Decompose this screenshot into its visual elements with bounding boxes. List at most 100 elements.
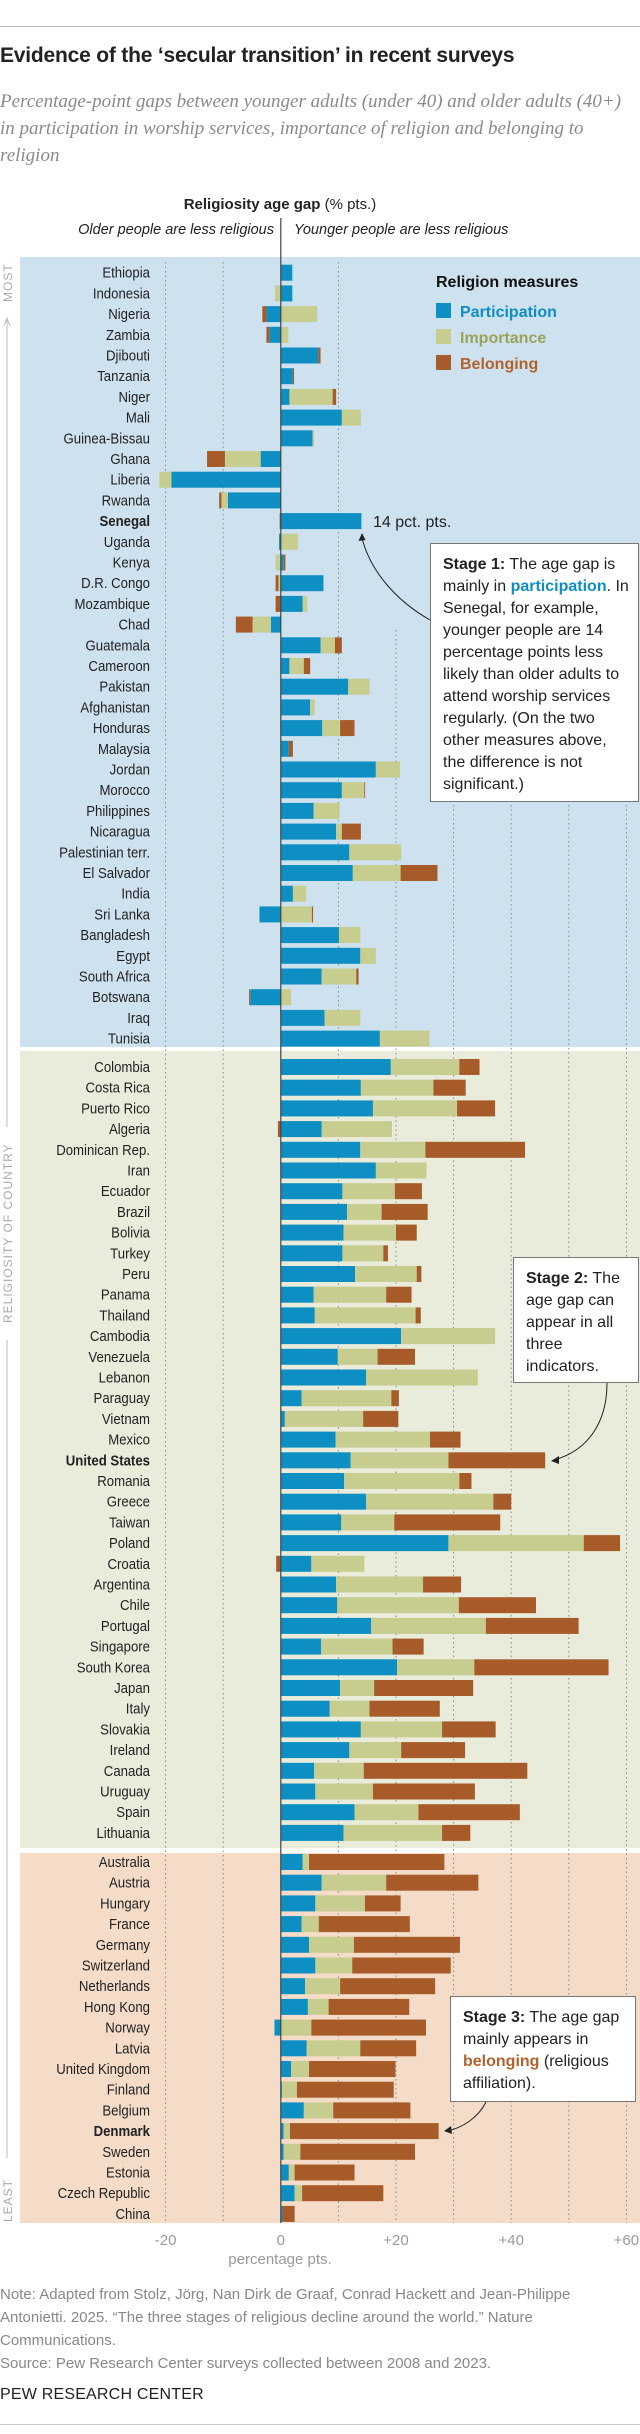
bar-belonging-mexico <box>429 1431 461 1448</box>
country-label: Japan <box>114 1679 150 1696</box>
bar-participation-paraguay <box>280 1390 302 1407</box>
bar-belonging-hungary <box>364 1895 401 1912</box>
bar-participation-palestinian-terr- <box>280 844 350 861</box>
bar-belonging-taiwan <box>394 1514 501 1531</box>
bar-importance-india <box>292 885 307 902</box>
bar-participation-estonia <box>280 2164 289 2181</box>
bar-importance-nicaragua <box>336 823 342 840</box>
stage2-text: The age gap can appear in all three indi… <box>526 1270 620 1375</box>
country-label: Croatia <box>108 1555 151 1572</box>
bar-importance-latvia <box>306 2040 361 2057</box>
country-label: Austria <box>109 1874 150 1891</box>
country-label: Honduras <box>93 719 150 736</box>
country-label: Nicaragua <box>90 823 150 840</box>
bar-belonging-denmark <box>290 2123 439 2140</box>
country-label: Rwanda <box>102 492 151 509</box>
bar-importance-iran <box>375 1162 427 1179</box>
bar-importance-hungary <box>315 1895 365 1912</box>
bar-belonging-bolivia <box>396 1224 417 1241</box>
bar-belonging-mozambique <box>275 595 281 612</box>
bar-participation-mozambique <box>280 595 303 612</box>
country-label: Afghanistan <box>80 699 150 716</box>
bar-participation-mexico <box>280 1431 336 1448</box>
bar-belonging-botswana <box>249 989 251 1006</box>
bar-importance-palestinian-terr- <box>349 844 402 861</box>
country-label: Philippines <box>86 802 150 819</box>
bar-participation-senegal <box>280 513 362 530</box>
country-label: Estonia <box>106 2164 150 2181</box>
country-label: Cambodia <box>90 1327 150 1344</box>
country-label: Costa Rica <box>86 1079 151 1096</box>
side-axis-most: MOST <box>1 263 15 302</box>
country-label: Chile <box>120 1596 150 1613</box>
bar-participation-lebanon <box>280 1369 367 1386</box>
bar-participation-czech-republic <box>280 2185 295 2202</box>
bar-belonging-hong-kong <box>328 1998 410 2015</box>
x-tick-label: +40 <box>498 2232 523 2249</box>
bar-importance-taiwan <box>341 1514 395 1531</box>
bar-importance-zambia <box>280 326 289 343</box>
bar-importance-portugal <box>371 1617 486 1634</box>
bar-importance-pakistan <box>348 678 370 695</box>
bar-participation-japan <box>280 1680 341 1696</box>
bar-importance-costa-rica <box>360 1079 434 1096</box>
stage2-label: Stage 2: <box>526 1270 589 1287</box>
top-rule <box>0 26 640 27</box>
bar-importance-cameroon <box>289 658 304 674</box>
x-axis-title: percentage pts. <box>228 2251 331 2268</box>
bar-importance-italy <box>329 1700 370 1717</box>
bar-participation-cambodia <box>280 1328 402 1345</box>
bar-importance-united-kingdom <box>291 2061 310 2077</box>
bar-participation-peru <box>280 1266 356 1282</box>
bar-belonging-croatia <box>276 1555 281 1572</box>
stage2-arrow <box>553 1382 608 1461</box>
bar-belonging-uruguay <box>372 1783 475 1800</box>
country-label: Vietnam <box>102 1410 150 1427</box>
x-tick-label: +20 <box>383 2232 408 2249</box>
bar-participation-nigeria <box>266 306 281 323</box>
country-label: Guinea-Bissau <box>64 429 150 446</box>
stage3-annotation: Stage 3: The age gap mainly appears in b… <box>450 1996 636 2102</box>
country-label: El Salvador <box>83 864 151 881</box>
country-label: Chad <box>118 616 150 633</box>
bar-participation-venezuela <box>280 1348 338 1365</box>
bar-importance-egypt <box>360 947 376 964</box>
bar-importance-uganda <box>280 533 299 550</box>
bar-participation-indonesia <box>280 285 293 302</box>
country-label: Slovakia <box>100 1721 150 1738</box>
stage3-key: belonging <box>463 2053 540 2070</box>
bar-importance-slovakia <box>360 1721 443 1738</box>
bar-importance-puerto-rico <box>372 1100 458 1117</box>
bar-belonging-finland <box>296 2081 394 2098</box>
up-arrow-icon <box>3 316 11 327</box>
stage1-annotation: Stage 1: The age gap is mainly in partic… <box>430 543 639 802</box>
bar-participation-austria <box>280 1874 322 1891</box>
bar-participation-portugal <box>280 1617 372 1634</box>
bar-belonging-venezuela <box>377 1348 416 1365</box>
chart-subtitle: Percentage-point gaps between younger ad… <box>0 91 622 166</box>
bar-belonging-thailand <box>415 1307 421 1324</box>
stage1-text: The age gap is mainly in <box>443 556 616 595</box>
note-text: Note: Adapted from Stolz, Jörg, Nan Dirk… <box>0 2286 571 2349</box>
bar-importance-france <box>301 1916 319 1933</box>
bar-participation-spain <box>280 1804 355 1821</box>
bar-participation-taiwan <box>280 1514 342 1531</box>
bar-participation-philippines <box>280 802 314 819</box>
bar-importance-ghana <box>224 451 261 467</box>
country-label: Greece <box>107 1493 150 1510</box>
bar-belonging-paraguay <box>391 1390 399 1407</box>
bar-participation-chile <box>280 1597 338 1614</box>
bar-participation-puerto-rico <box>280 1100 373 1117</box>
bar-participation-lithuania <box>280 1824 344 1841</box>
country-label: Algeria <box>109 1120 150 1137</box>
bar-participation-brazil <box>280 1203 348 1220</box>
bar-participation-romania <box>280 1473 345 1489</box>
bar-participation-hong-kong <box>280 1998 308 2015</box>
bar-belonging-czech-republic <box>302 2185 384 2202</box>
bar-participation-hungary <box>280 1895 316 1912</box>
country-label: Ethiopia <box>102 264 150 281</box>
bar-belonging-argentina <box>423 1576 462 1593</box>
right-direction-label: Younger people are less religious <box>294 222 509 238</box>
bar-participation-botswana <box>250 989 281 1006</box>
